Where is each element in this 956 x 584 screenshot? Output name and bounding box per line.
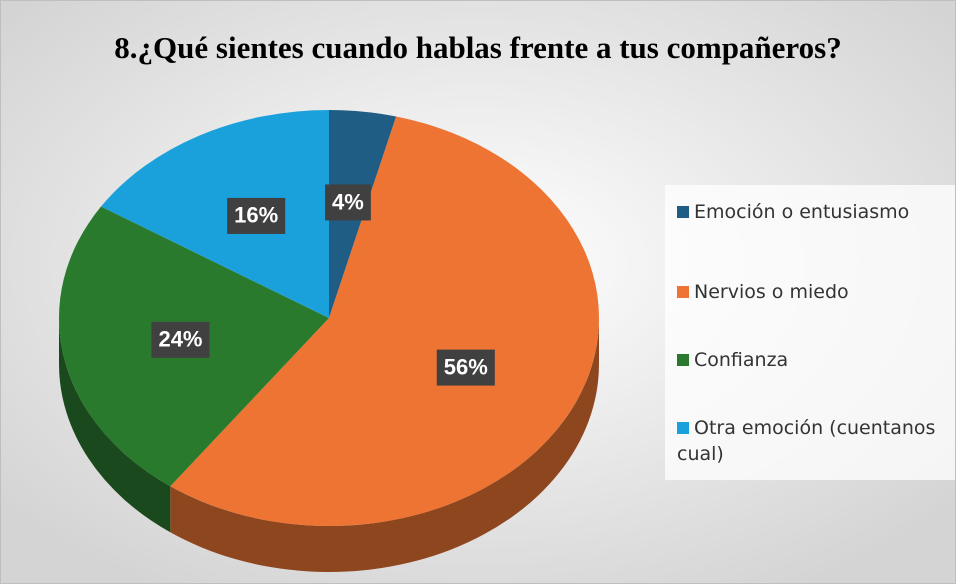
legend-item: Emoción o entusiasmo (677, 199, 952, 225)
legend-swatch (677, 422, 689, 434)
data-label: 4% (332, 189, 364, 214)
legend-item: Otra emoción (cuentanos cual) (677, 415, 952, 467)
legend-item: Confianza (677, 347, 952, 373)
data-label-box (151, 321, 210, 358)
legend: Emoción o entusiasmo Nervios o miedo Confi… (665, 185, 955, 480)
legend-label: Confianza (694, 349, 789, 371)
pie: 4% 56% 24% 16% (59, 110, 600, 572)
legend-item: Nervios o miedo (677, 279, 952, 305)
data-label: 56% (444, 354, 488, 379)
data-label-box (325, 184, 371, 221)
data-label: 16% (234, 203, 278, 228)
chart-title: 8.¿Qué sientes cuando hablas frente a tu… (114, 30, 841, 65)
slice (170, 116, 599, 527)
legend-label: Emoción o entusiasmo (694, 201, 910, 223)
legend-label: Otra emoción (cuentanos cual) (677, 417, 936, 465)
legend-swatch (677, 286, 689, 298)
data-label-box (227, 197, 286, 234)
slice (101, 110, 329, 318)
slice-side (59, 318, 171, 533)
data-label-box (436, 349, 495, 386)
legend-swatch (677, 206, 689, 218)
data-label: 24% (158, 327, 202, 352)
slice-side (170, 318, 600, 572)
legend-label: Nervios o miedo (694, 281, 849, 303)
legend-swatch (677, 354, 689, 366)
